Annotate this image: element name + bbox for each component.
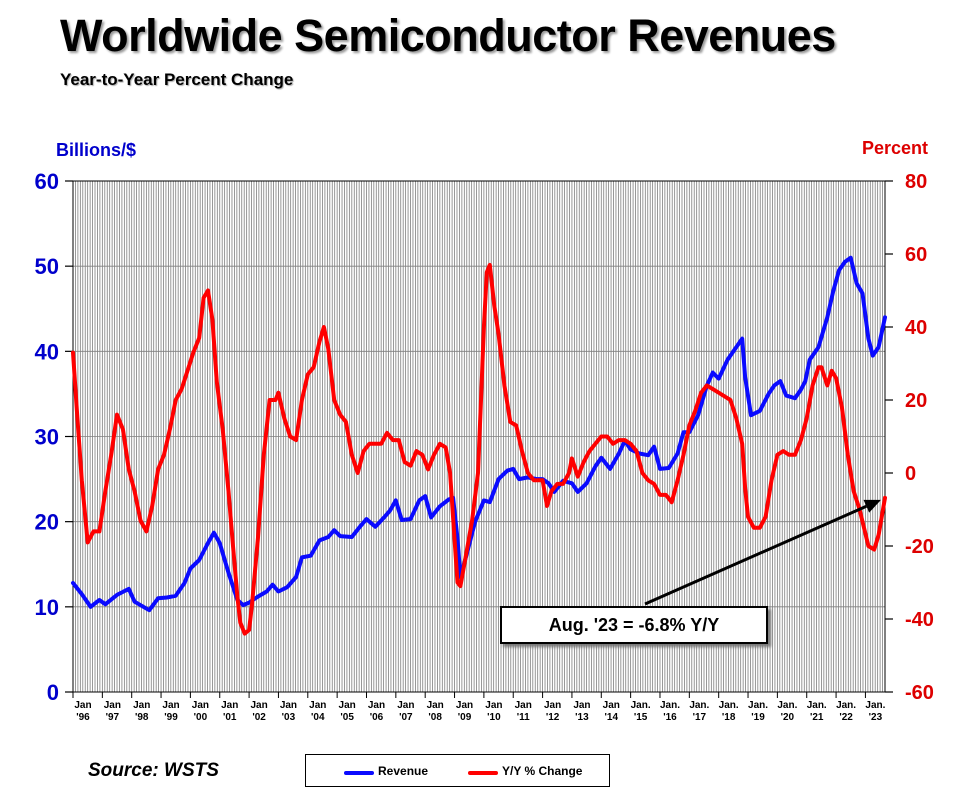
right-axis-tick-label: 0 — [905, 463, 916, 485]
x-axis-tick-label-month: Jan — [280, 700, 297, 711]
x-axis-tick-label-month: Jan — [515, 700, 532, 711]
x-axis-tick-label-year: '21 — [810, 712, 824, 723]
x-axis-tick-label-month: Jan — [339, 700, 356, 711]
x-axis-tick-label-month: Jan. — [660, 700, 680, 711]
x-axis-tick-label-month: Jan — [74, 700, 91, 711]
x-axis-tick-label-year: '06 — [370, 712, 384, 723]
x-axis-tick-label-month: Jan. — [689, 700, 709, 711]
x-axis-tick-label-year: '08 — [428, 712, 442, 723]
x-axis-tick-label-year: '11 — [517, 712, 530, 723]
right-axis-tick-label: 40 — [905, 317, 927, 339]
x-axis-tick-label-year: '07 — [399, 712, 413, 723]
x-axis-tick-label-year: '09 — [458, 712, 472, 723]
x-axis-tick-label-month: Jan — [573, 700, 590, 711]
x-axis-tick-label-year: '18 — [722, 712, 736, 723]
series-line-yoy — [71, 262, 887, 636]
series-line-revenue — [71, 255, 887, 613]
left-axis-tick-label: 40 — [35, 339, 59, 364]
x-axis-tick-label-month: Jan — [427, 700, 444, 711]
annotation-arrow-shaft — [644, 504, 867, 606]
x-axis-tick-label-year: '17 — [693, 712, 707, 723]
x-axis-tick-label-month: Jan — [162, 700, 179, 711]
right-axis-tick-label: -20 — [905, 536, 934, 558]
right-axis-tick-label: -40 — [905, 609, 934, 631]
x-axis-tick-label-year: '23 — [869, 712, 883, 723]
legend: Revenue Y/Y % Change — [305, 754, 610, 787]
left-axis-tick-label: 50 — [35, 254, 59, 279]
x-axis-tick-label-year: '13 — [575, 712, 589, 723]
annotation-arrow-head — [863, 499, 881, 513]
left-axis-tick-label: 10 — [35, 595, 59, 620]
x-axis-tick-label-month: Jan — [485, 700, 502, 711]
x-axis-tick-label-year: '99 — [164, 712, 178, 723]
x-axis-tick-label-year: '96 — [76, 712, 90, 723]
x-axis-tick-label-month: Jan — [368, 700, 385, 711]
right-axis-tick-label: 80 — [905, 171, 927, 193]
x-axis-tick-label-year: '14 — [605, 712, 619, 723]
x-axis-tick-label-year: '16 — [663, 712, 677, 723]
x-axis-tick-label-month: Jan — [221, 700, 238, 711]
x-axis-tick-label-year: '22 — [839, 712, 853, 723]
legend-label-revenue: Revenue — [378, 764, 429, 778]
x-axis-tick-label-year: '05 — [340, 712, 354, 723]
x-axis-tick-label-month: Jan. — [807, 700, 827, 711]
x-axis-tick-label-month: Jan — [544, 700, 561, 711]
x-axis-tick-label-year: '00 — [194, 712, 208, 723]
x-axis-tick-label-year: '97 — [106, 712, 120, 723]
left-axis-tick-label: 20 — [35, 510, 59, 535]
x-axis-tick-label-year: '03 — [282, 712, 296, 723]
x-axis-tick-label-month: Jan — [397, 700, 414, 711]
legend-label-yoy: Y/Y % Change — [502, 764, 583, 778]
x-axis-tick-label-year: '98 — [135, 712, 149, 723]
x-axis-tick-label-month: Jan — [192, 700, 209, 711]
right-axis-tick-label: -60 — [905, 682, 934, 704]
x-axis-tick-label-month: Jan. — [719, 700, 739, 711]
x-axis-tick-label-year: '12 — [546, 712, 560, 723]
x-axis-tick-label-month: Jan — [456, 700, 473, 711]
right-axis-tick-label: 60 — [905, 244, 927, 266]
legend-swatch-yoy — [468, 771, 498, 775]
x-axis-tick-label-year: '02 — [252, 712, 266, 723]
x-axis-tick-label-month: Jan. — [631, 700, 651, 711]
right-axis-label: Percent — [862, 138, 929, 158]
right-axis-tick-label: 20 — [905, 390, 927, 412]
x-axis-tick-label-year: '15 — [634, 712, 648, 723]
x-axis-tick-label-month: Jan — [104, 700, 121, 711]
legend-swatch-revenue — [344, 771, 374, 775]
x-axis-tick-label-year: '10 — [487, 712, 501, 723]
x-axis-tick-label-month: Jan — [250, 700, 267, 711]
chart-title: Worldwide Semiconductor Revenues — [60, 10, 836, 61]
x-axis-tick-label-month: Jan — [603, 700, 620, 711]
chart-subtitle: Year-to-Year Percent Change — [60, 70, 294, 89]
left-axis-tick-label: 30 — [35, 425, 59, 450]
left-axis-tick-label: 0 — [47, 680, 59, 705]
x-axis-tick-label-month: Jan. — [836, 700, 856, 711]
x-axis-tick-label-month: Jan — [133, 700, 150, 711]
x-axis-tick-label-year: '20 — [781, 712, 795, 723]
source-note: Source: WSTS — [88, 760, 219, 781]
x-axis-tick-label-year: '01 — [223, 712, 237, 723]
x-axis-tick-label-month: Jan. — [777, 700, 797, 711]
annotation-box: Aug. '23 = -6.8% Y/Y — [500, 606, 768, 644]
left-axis-label: Billions/$ — [56, 140, 137, 160]
x-axis-tick-label-month: Jan. — [748, 700, 768, 711]
x-axis-tick-label-month: Jan. — [865, 700, 885, 711]
x-axis-tick-label-year: '04 — [311, 712, 325, 723]
left-axis-tick-label: 60 — [35, 169, 59, 194]
x-axis-tick-label-month: Jan — [309, 700, 326, 711]
x-axis-tick-label-year: '19 — [751, 712, 765, 723]
